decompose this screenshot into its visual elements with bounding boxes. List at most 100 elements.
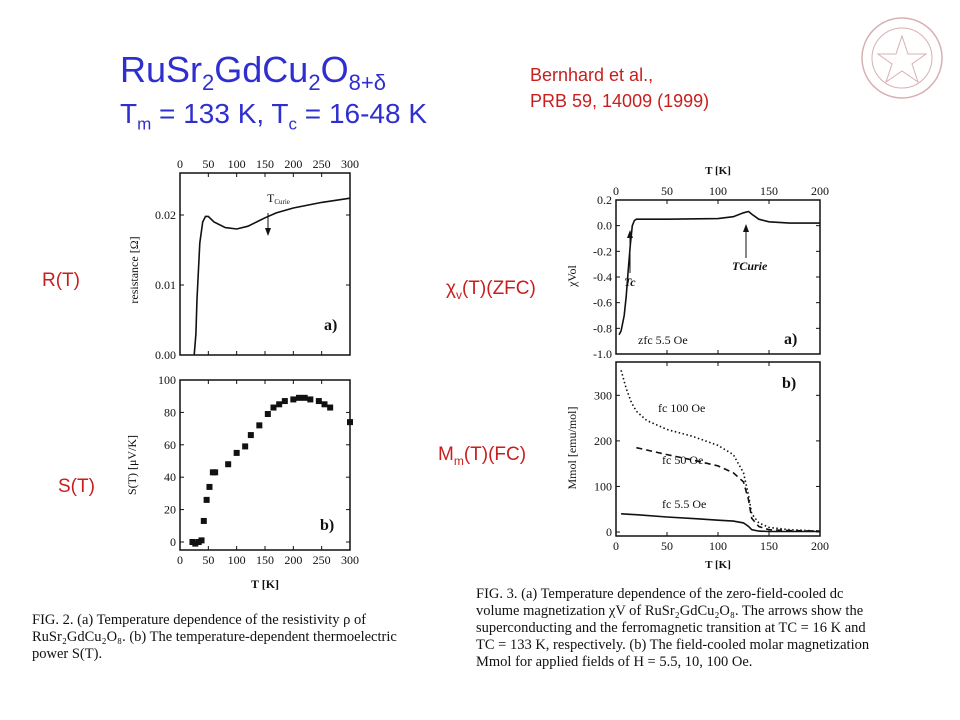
fig3b-series-50oe: [636, 446, 821, 532]
fig3-plots: T [K] 0 50 100 150 200 0.2 0.0 -0.2 -0.4 -0.6 -0.8…: [565, 165, 829, 570]
fig2a-tcurie-label: TCurie: [267, 191, 290, 206]
fig2b-ytick-label: 0: [170, 535, 176, 549]
fig2a-ylabel: resistance [Ω]: [127, 236, 141, 303]
fig2b-data-point: [347, 419, 353, 426]
fig3a-ylabel: χVol: [565, 264, 579, 287]
fig2b-xtick-label: 150: [256, 553, 274, 567]
fig3a-xtick-label: 200: [811, 184, 829, 198]
fig2b-data-point: [264, 411, 271, 418]
fig3b-xtick-label: 100: [709, 539, 727, 553]
fig3a-xtick-label: 100: [709, 184, 727, 198]
fig2b-xtick-label: 100: [228, 553, 246, 567]
fig3b-xlabel: T [K]: [705, 559, 731, 570]
fig3b-ytick-label: 100: [594, 479, 612, 493]
fig2b-ytick-label: 40: [164, 470, 176, 484]
label-mm-fc: Mm(T)(FC): [438, 444, 527, 468]
fig2b-data-point: [276, 401, 283, 408]
fig2-caption: FIG. 2. (a) Temperature dependence of th…: [32, 612, 397, 662]
slide-subtitle: Tm = 133 K, Tc = 16-48 K: [120, 98, 428, 134]
fig2a-series-line: [193, 197, 351, 356]
fig3a-ytick-label: -0.8: [593, 321, 612, 335]
reference: Bernhard et al., PRB 59, 14009 (1999): [530, 65, 710, 111]
fig3a-series-line: [618, 210, 820, 336]
fig2b-data-point: [296, 394, 302, 401]
label-rt: R(T): [42, 270, 80, 291]
fig3a-ytick-label: -0.2: [593, 244, 612, 258]
fig2b-xtick-label: 250: [313, 553, 331, 567]
label-chi-zfc: χv(T)(ZFC): [446, 278, 536, 302]
fig2b-ylabel: S(T) [μV/K]: [125, 435, 139, 495]
fig3a-xlabel-top: T [K]: [705, 165, 731, 177]
fig2b-xtick-label: 200: [284, 553, 302, 567]
fig2b-ytick-label: 60: [164, 438, 176, 452]
fig3b-ytick-label: 0: [606, 525, 612, 539]
fig2b-data-point: [290, 396, 297, 403]
fig2a-xtick-label: 0: [177, 158, 183, 171]
fig3a-ytick-label: -0.6: [593, 296, 612, 310]
fig2b-data-point: [247, 432, 254, 439]
fig2a-xtick-label: 300: [341, 158, 359, 171]
fig3a-ytick-label: -1.0: [593, 347, 612, 361]
fig3a-panel-label: a): [784, 331, 797, 348]
fig2b-xlabel: T [K]: [251, 577, 279, 591]
fig2b-data-point: [233, 449, 240, 456]
fig3b-xtick-label: 0: [613, 539, 619, 553]
fig2b-data-point: [206, 483, 213, 490]
fig3b-ytick-label: 200: [594, 434, 612, 448]
fig2b-xtick-label: 50: [202, 553, 214, 567]
label-st: S(T): [58, 476, 95, 497]
fig2a-panel-label: a): [324, 317, 337, 334]
fig2b-data-point: [270, 404, 277, 411]
fig3b-xtick-label: 200: [811, 539, 829, 553]
fig2a-xtick-label: 100: [228, 158, 246, 171]
fig3b-ytick-label: 300: [594, 388, 612, 402]
fig2b-ytick-label: 20: [164, 503, 176, 517]
fig2a-ytick-label: 0.02: [155, 208, 176, 222]
fig3b-ylabel: Mmol [emu/mol]: [565, 407, 579, 490]
fig3a-tcurie-arrow: [743, 224, 749, 232]
fig2b-data-point: [327, 404, 334, 411]
fig3a-ytick-label: 0.0: [597, 219, 612, 233]
fig3a-xtick-label: 150: [760, 184, 778, 198]
fig3b-panel-label: b): [782, 375, 796, 392]
fig2b-data-point: [256, 422, 263, 429]
fig2b-data-point: [301, 394, 308, 401]
slide-title: RuSr2GdCu2O8+δ: [120, 49, 386, 96]
fig3a-tcurie-label: TCurie: [732, 259, 768, 273]
fig3b-series-label-100: fc 100 Oe: [658, 401, 705, 415]
fig2b-data-point: [198, 537, 205, 544]
fig2b-data-point: [203, 496, 210, 503]
fig2b-xtick-label: 0: [177, 553, 183, 567]
fig2b-data-point: [200, 517, 207, 524]
fig3a-xtick-label: 0: [613, 184, 619, 198]
fig3b-series-label-50: fc 50 Oe: [662, 453, 703, 467]
fig2b-data-point: [212, 469, 219, 476]
fig3a-xtick-label: 50: [661, 184, 673, 198]
fig2a-xtick-label: 200: [284, 158, 302, 171]
fig3a-tc-arrow: [627, 230, 633, 238]
fig2b-data-point: [242, 443, 249, 450]
fig2b-data-point: [225, 461, 232, 468]
fig3a-ytick-label: -0.4: [593, 270, 612, 284]
fig3a-ytick-label: 0.2: [597, 193, 612, 207]
fig2b-data-point: [307, 396, 314, 403]
fig2a-ytick-label: 0.01: [155, 278, 176, 292]
fig2a-xtick-label: 250: [313, 158, 331, 171]
fig3b-series-5oe: [621, 513, 820, 533]
fig3b-series-label-5: fc 5.5 Oe: [662, 497, 706, 511]
fig2a-xtick-label: 50: [202, 158, 214, 171]
fig2b-data-point: [281, 398, 288, 405]
fig3-caption: FIG. 3. (a) Temperature dependence of th…: [476, 586, 870, 670]
fig2b-data-point: [321, 401, 328, 408]
fig2b-xtick-label: 300: [341, 553, 359, 567]
fig3b-xtick-label: 150: [760, 539, 778, 553]
fig2a-xtick-label: 150: [256, 158, 274, 171]
fig3a-tc-label: Tc: [624, 275, 636, 289]
fig2b-ytick-label: 80: [164, 405, 176, 419]
fig3b-xtick-label: 50: [661, 539, 673, 553]
university-seal-icon: [861, 17, 943, 99]
fig3a-note: zfc 5.5 Oe: [638, 333, 688, 347]
fig2b-panel-label: b): [320, 517, 334, 534]
fig2a-ytick-label: 0.00: [155, 348, 176, 362]
